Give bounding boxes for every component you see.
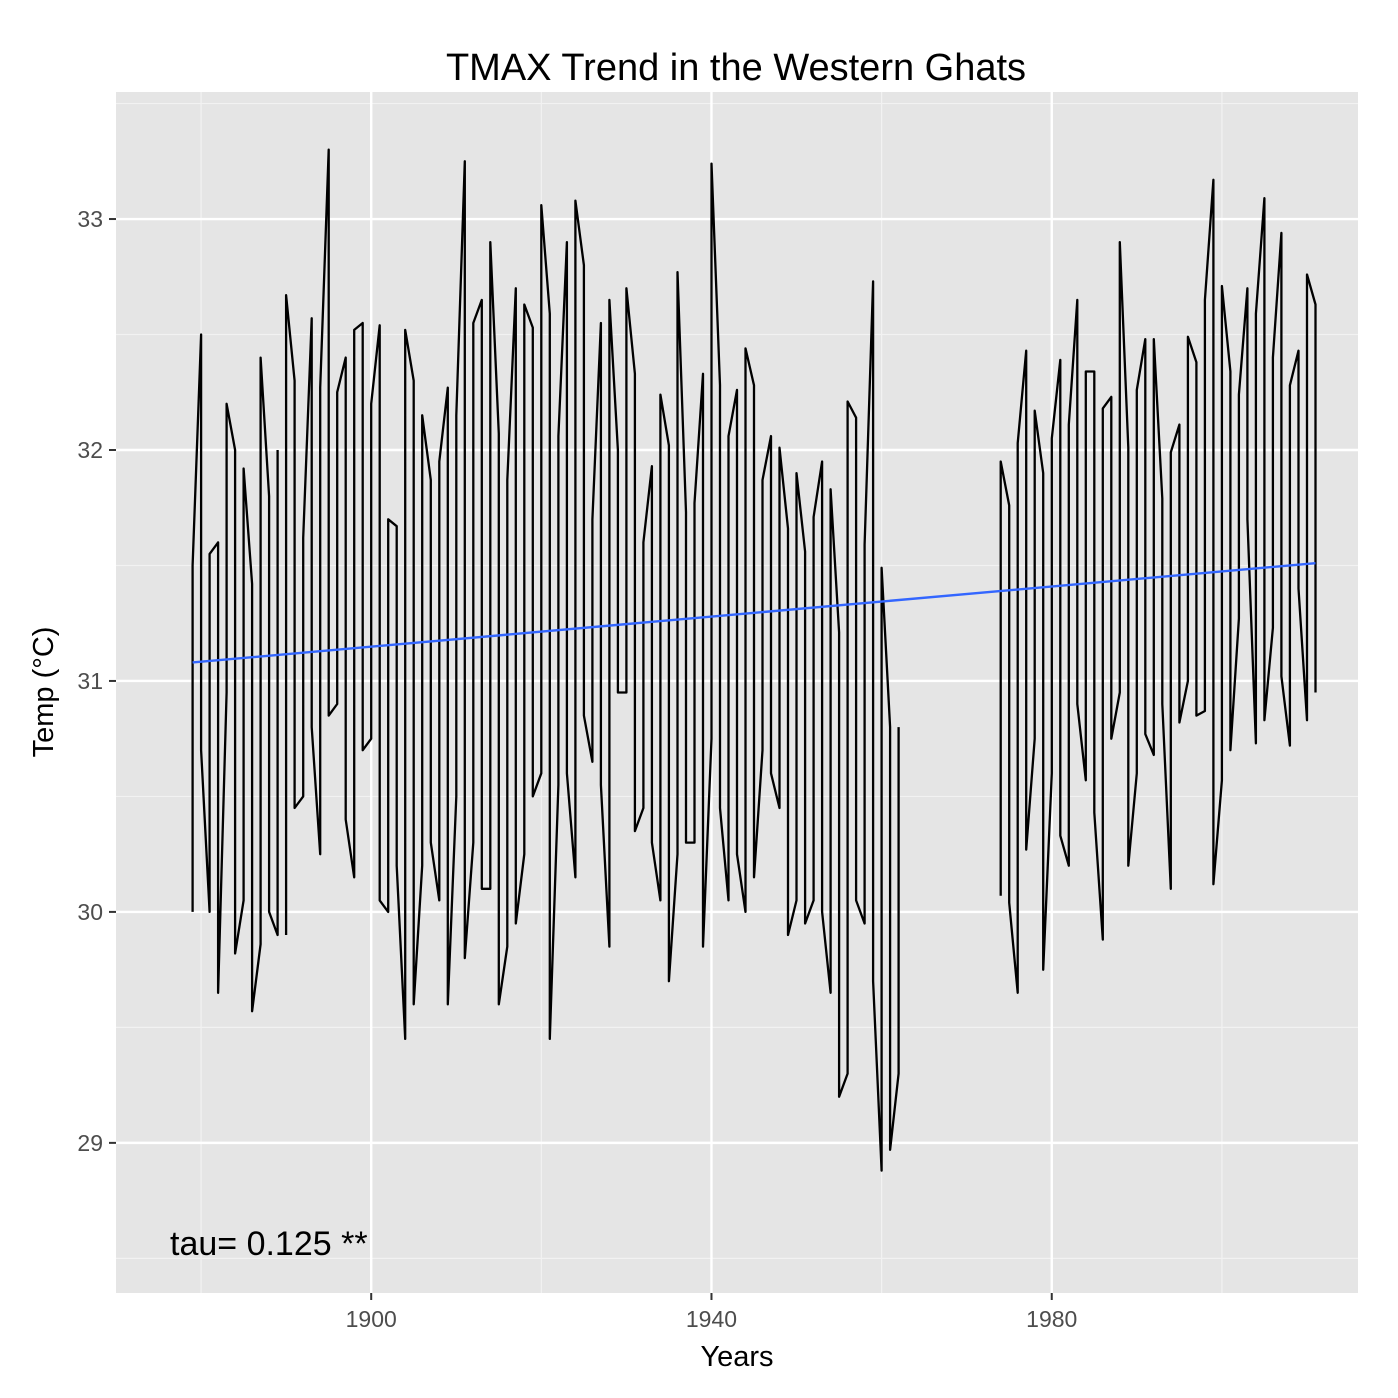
x-axis-title: Years [700, 1341, 773, 1373]
chart-title: TMAX Trend in the Western Ghats [446, 47, 1026, 89]
data-series [191, 148, 1317, 1172]
axis-ticks: 1900 1940 1980 29 30 31 32 33 [77, 206, 1077, 1332]
y-axis-title: Temp (°C) [28, 627, 60, 758]
x-tick-label: 1940 [686, 1306, 737, 1332]
series-line [191, 333, 279, 1013]
series-line [284, 148, 900, 1172]
series-line [999, 178, 1317, 994]
x-tick-label: 1900 [346, 1306, 397, 1332]
trend-line-group [192, 561, 1316, 664]
y-tick-label: 30 [77, 899, 103, 925]
trend-line [192, 561, 1316, 664]
y-tick-label: 31 [77, 668, 103, 694]
y-tick-label: 29 [77, 1130, 103, 1156]
tau-annotation: tau= 0.125 ** [170, 1225, 368, 1263]
y-tick-label: 33 [77, 206, 103, 232]
y-tick-label: 32 [77, 437, 103, 463]
x-tick-label: 1980 [1026, 1306, 1077, 1332]
